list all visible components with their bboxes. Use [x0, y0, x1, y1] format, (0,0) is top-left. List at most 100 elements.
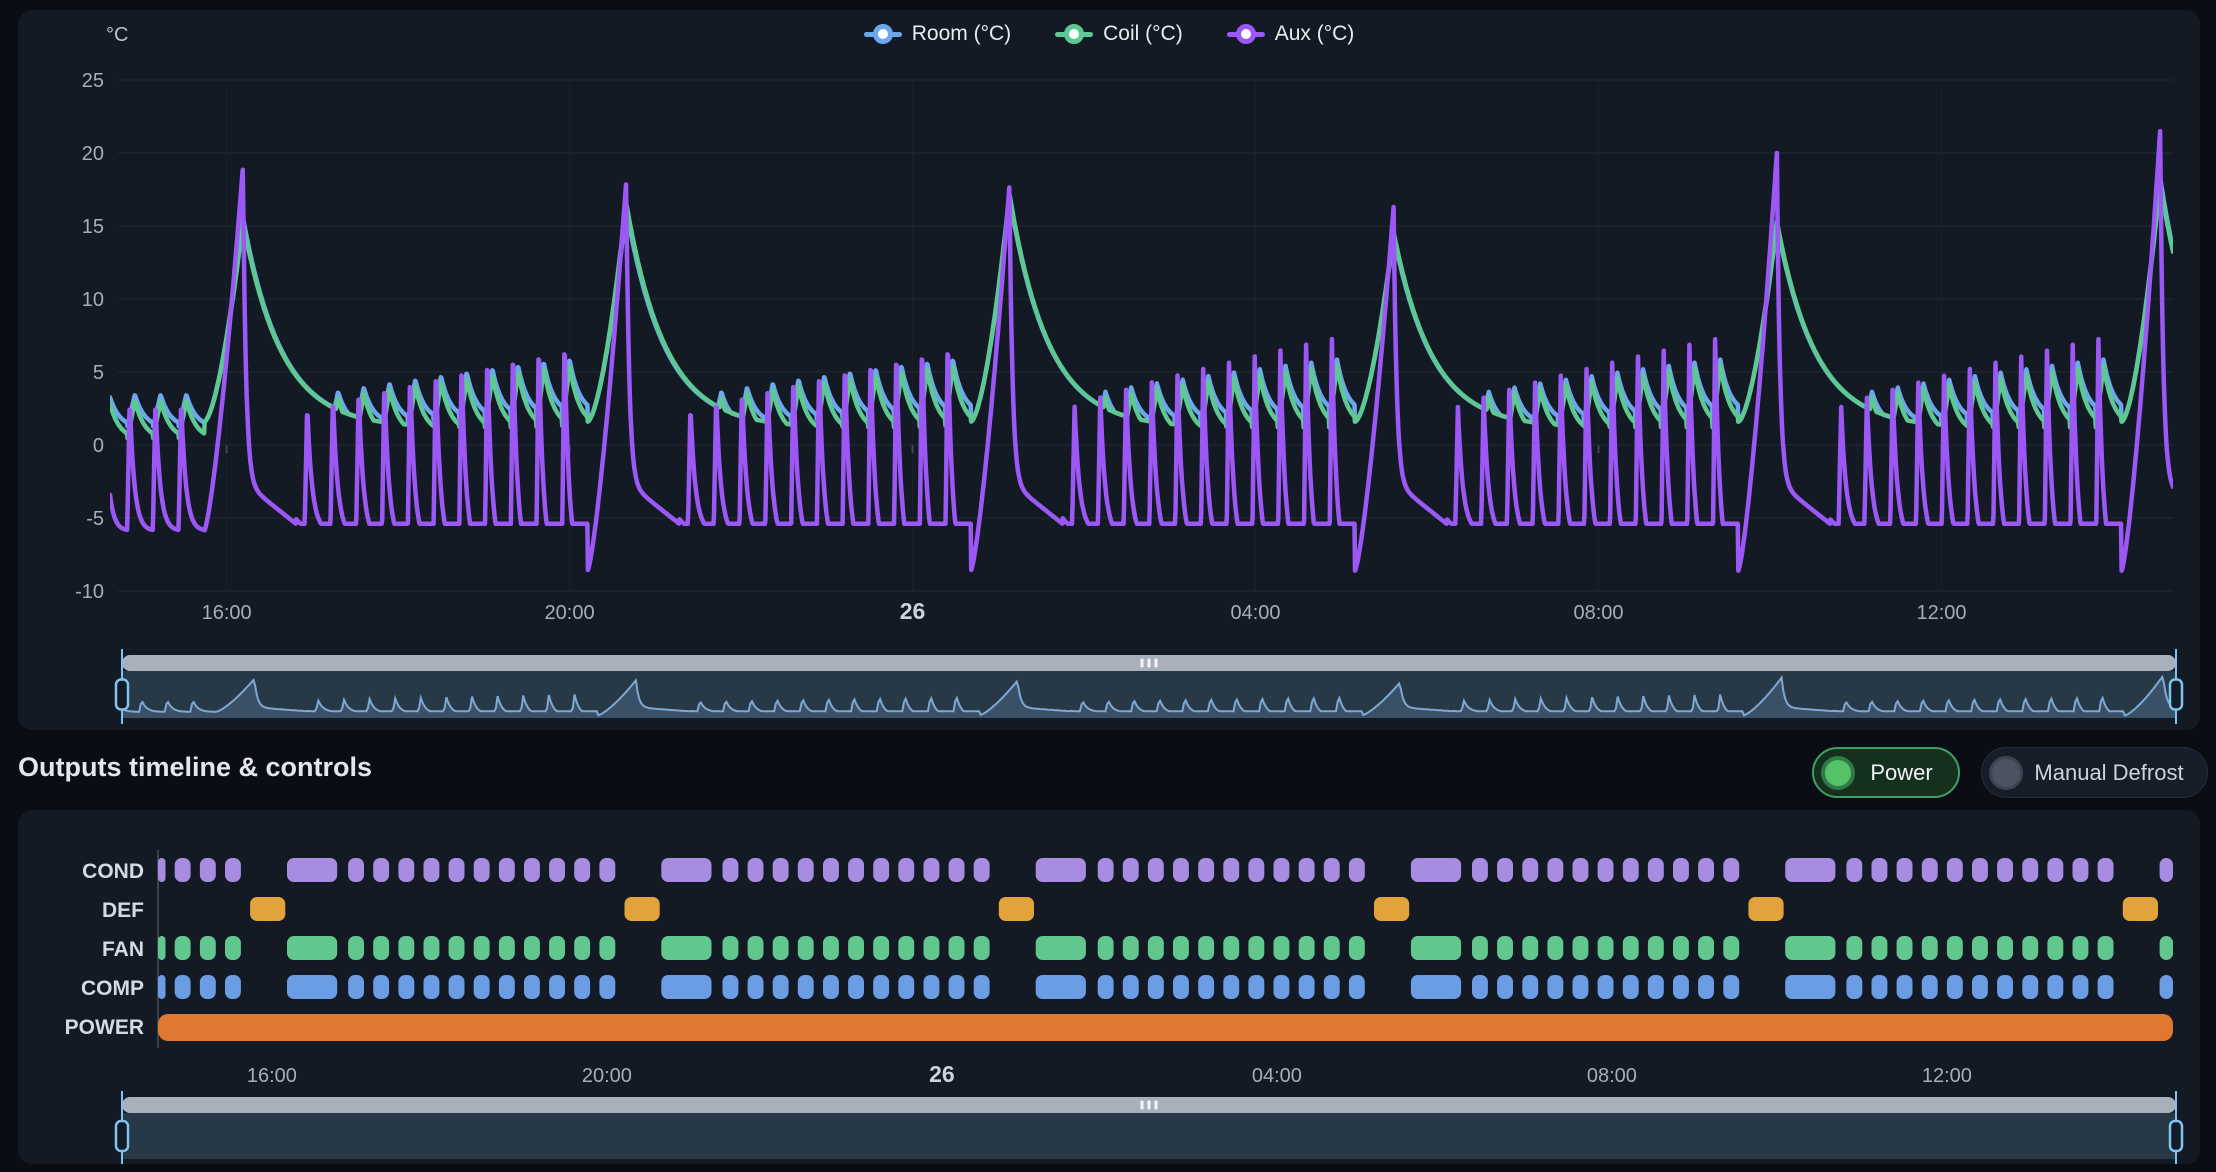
fan-activity-block: [1472, 936, 1488, 960]
fan-activity-block: [1573, 936, 1589, 960]
fan-activity-block: [2022, 936, 2038, 960]
fan-activity-block: [1123, 936, 1139, 960]
comp-activity-block: [1922, 975, 1938, 999]
temperature-series: [110, 131, 2173, 570]
comp-activity-block: [1623, 975, 1639, 999]
fan-activity-block: [158, 936, 166, 960]
fan-activity-block: [348, 936, 364, 960]
temp-scrollbar-grip[interactable]: [1148, 659, 1151, 668]
comp-activity-block: [1573, 975, 1589, 999]
cond-activity-block: [474, 858, 490, 882]
cond-activity-block: [1223, 858, 1239, 882]
manual-defrost-toggle[interactable]: Manual Defrost: [1981, 747, 2208, 798]
fan-activity-block: [499, 936, 515, 960]
x-tick-label: 04:00: [1231, 602, 1281, 624]
comp-activity-block: [1598, 975, 1614, 999]
fan-activity-block: [1299, 936, 1315, 960]
fan-activity-block: [1547, 936, 1563, 960]
cond-activity-block: [1299, 858, 1315, 882]
cond-activity-block: [1997, 858, 2013, 882]
timeline-scrollbar-grip[interactable]: [1155, 1101, 1158, 1110]
fan-activity-block: [599, 936, 615, 960]
comp-activity-block: [1198, 975, 1214, 999]
temperature-panel: °C Room (°C)Coil (°C)Aux (°C) 2520151050…: [18, 10, 2200, 730]
cond-activity-block: [1598, 858, 1614, 882]
cond-activity-block: [2047, 858, 2063, 882]
comp-activity-block: [1673, 975, 1689, 999]
fan-activity-block: [1698, 936, 1714, 960]
fan-activity-block: [661, 936, 711, 960]
cond-activity-block: [1547, 858, 1563, 882]
fan-activity-block: [1349, 936, 1365, 960]
cond-activity-block: [449, 858, 465, 882]
cond-activity-block: [1472, 858, 1488, 882]
comp-activity-block: [723, 975, 739, 999]
timeline-x-tick-label: 12:00: [1922, 1065, 1972, 1087]
power-toggle-knob[interactable]: [1821, 756, 1855, 790]
cond-activity-block: [1349, 858, 1365, 882]
timeline-x-tick-label: 26: [929, 1061, 955, 1087]
cond-activity-block: [549, 858, 565, 882]
comp-activity-block: [424, 975, 440, 999]
comp-activity-block: [348, 975, 364, 999]
fan-activity-block: [1623, 936, 1639, 960]
cond-activity-block: [1098, 858, 1114, 882]
comp-activity-block: [2022, 975, 2038, 999]
power-row: [158, 1014, 2173, 1041]
fan-activity-block: [398, 936, 414, 960]
temp-scrollbar-grip[interactable]: [1155, 659, 1158, 668]
cond-activity-block: [848, 858, 864, 882]
cond-activity-block: [924, 858, 940, 882]
fan-activity-block: [1723, 936, 1739, 960]
fan-activity-block: [1148, 936, 1164, 960]
def-activity-block: [625, 897, 660, 921]
cond-activity-block: [1785, 858, 1835, 882]
cond-activity-block: [723, 858, 739, 882]
comp-activity-block: [524, 975, 540, 999]
fan-activity-block: [1785, 936, 1835, 960]
cond-activity-block: [1522, 858, 1538, 882]
fan-activity-block: [1173, 936, 1189, 960]
row-label-power: POWER: [65, 1016, 144, 1039]
comp-activity-block: [1897, 975, 1913, 999]
fan-activity-block: [1997, 936, 2013, 960]
fan-activity-block: [723, 936, 739, 960]
comp-activity-block: [1274, 975, 1290, 999]
def-activity-block: [999, 897, 1034, 921]
comp-activity-block: [661, 975, 711, 999]
comp-activity-block: [873, 975, 889, 999]
comp-activity-block: [1148, 975, 1164, 999]
fan-activity-block: [287, 936, 337, 960]
cond-activity-block: [2073, 858, 2089, 882]
cond-activity-block: [1972, 858, 1988, 882]
fan-activity-block: [574, 936, 590, 960]
cond-activity-block: [225, 858, 241, 882]
x-tick-label: 12:00: [1916, 602, 1966, 624]
cond-activity-block: [1723, 858, 1739, 882]
power-toggle[interactable]: Power: [1812, 747, 1960, 798]
def-activity-block: [250, 897, 285, 921]
timeline-navigator-area[interactable]: [122, 1113, 2176, 1159]
cond-activity-block: [158, 858, 166, 882]
manual-defrost-toggle-knob[interactable]: [1989, 756, 2023, 790]
comp-activity-block: [1497, 975, 1513, 999]
manual-defrost-toggle-label: Manual Defrost: [2023, 760, 2195, 786]
comp-activity-block: [1248, 975, 1264, 999]
fan-row: [158, 936, 2173, 960]
temp-scrollbar-grip[interactable]: [1141, 659, 1144, 668]
comp-activity-block: [1648, 975, 1664, 999]
cond-activity-block: [1274, 858, 1290, 882]
fan-activity-block: [1673, 936, 1689, 960]
comp-activity-block: [773, 975, 789, 999]
timeline-scrollbar-grip[interactable]: [1148, 1101, 1151, 1110]
cond-activity-block: [1573, 858, 1589, 882]
cond-activity-block: [1698, 858, 1714, 882]
timeline-navigator-handle-right[interactable]: [2170, 1121, 2182, 1151]
timeline-navigator-handle-left[interactable]: [116, 1121, 128, 1151]
timeline-scrollbar-grip[interactable]: [1141, 1101, 1144, 1110]
fan-activity-block: [1198, 936, 1214, 960]
fan-activity-block: [1922, 936, 1938, 960]
temp-navigator-handle-right[interactable]: [2170, 680, 2182, 710]
temp-navigator-handle-left[interactable]: [116, 680, 128, 710]
comp-activity-block: [574, 975, 590, 999]
